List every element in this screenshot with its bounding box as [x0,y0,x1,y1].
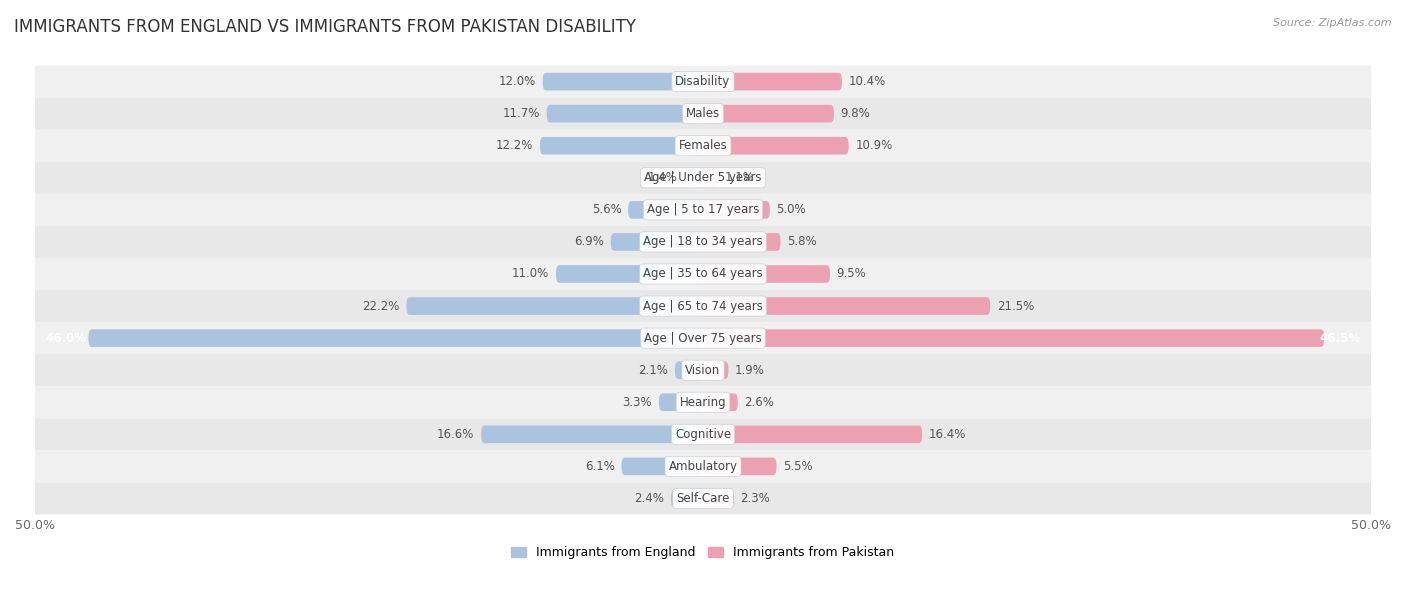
Text: IMMIGRANTS FROM ENGLAND VS IMMIGRANTS FROM PAKISTAN DISABILITY: IMMIGRANTS FROM ENGLAND VS IMMIGRANTS FR… [14,18,636,36]
Text: Females: Females [679,140,727,152]
FancyBboxPatch shape [35,354,1371,386]
Text: 11.7%: 11.7% [502,107,540,120]
FancyBboxPatch shape [35,322,1371,354]
FancyBboxPatch shape [89,329,703,347]
FancyBboxPatch shape [703,394,738,411]
Text: 6.1%: 6.1% [585,460,614,473]
Text: Age | 35 to 64 years: Age | 35 to 64 years [643,267,763,280]
Text: Age | Over 75 years: Age | Over 75 years [644,332,762,345]
FancyBboxPatch shape [35,162,1371,194]
FancyBboxPatch shape [540,137,703,155]
Text: 16.4%: 16.4% [929,428,966,441]
FancyBboxPatch shape [35,130,1371,162]
FancyBboxPatch shape [703,329,1324,347]
FancyBboxPatch shape [675,361,703,379]
FancyBboxPatch shape [671,490,703,507]
FancyBboxPatch shape [703,105,834,122]
FancyBboxPatch shape [35,226,1371,258]
Text: Age | 65 to 74 years: Age | 65 to 74 years [643,299,763,313]
FancyBboxPatch shape [628,201,703,218]
Text: Disability: Disability [675,75,731,88]
FancyBboxPatch shape [621,458,703,475]
Text: Hearing: Hearing [679,396,727,409]
FancyBboxPatch shape [703,73,842,91]
FancyBboxPatch shape [481,425,703,443]
Text: 46.0%: 46.0% [45,332,87,345]
FancyBboxPatch shape [703,169,717,187]
FancyBboxPatch shape [547,105,703,122]
FancyBboxPatch shape [703,201,770,218]
Text: Males: Males [686,107,720,120]
Text: Age | 18 to 34 years: Age | 18 to 34 years [643,236,763,248]
Text: 21.5%: 21.5% [997,299,1035,313]
FancyBboxPatch shape [35,418,1371,450]
FancyBboxPatch shape [35,450,1371,482]
Text: 5.0%: 5.0% [776,203,806,217]
FancyBboxPatch shape [543,73,703,91]
FancyBboxPatch shape [35,98,1371,130]
Text: 9.8%: 9.8% [841,107,870,120]
Text: 10.9%: 10.9% [855,140,893,152]
FancyBboxPatch shape [35,290,1371,322]
FancyBboxPatch shape [35,65,1371,98]
Text: Source: ZipAtlas.com: Source: ZipAtlas.com [1274,18,1392,28]
FancyBboxPatch shape [35,482,1371,515]
FancyBboxPatch shape [703,458,776,475]
Text: 2.6%: 2.6% [744,396,775,409]
FancyBboxPatch shape [685,169,703,187]
FancyBboxPatch shape [703,425,922,443]
Text: 5.5%: 5.5% [783,460,813,473]
Text: Ambulatory: Ambulatory [668,460,738,473]
FancyBboxPatch shape [35,258,1371,290]
FancyBboxPatch shape [35,386,1371,418]
FancyBboxPatch shape [703,361,728,379]
FancyBboxPatch shape [703,490,734,507]
FancyBboxPatch shape [703,137,849,155]
Text: Vision: Vision [685,364,721,377]
Text: 2.1%: 2.1% [638,364,668,377]
FancyBboxPatch shape [703,265,830,283]
Text: 1.4%: 1.4% [648,171,678,184]
FancyBboxPatch shape [406,297,703,315]
FancyBboxPatch shape [703,233,780,251]
Text: 16.6%: 16.6% [437,428,475,441]
Text: Age | 5 to 17 years: Age | 5 to 17 years [647,203,759,217]
FancyBboxPatch shape [703,297,990,315]
Text: Cognitive: Cognitive [675,428,731,441]
Text: 1.1%: 1.1% [724,171,754,184]
Text: 22.2%: 22.2% [363,299,399,313]
Text: 2.3%: 2.3% [741,492,770,505]
Legend: Immigrants from England, Immigrants from Pakistan: Immigrants from England, Immigrants from… [506,541,900,564]
Text: 5.6%: 5.6% [592,203,621,217]
Text: 6.9%: 6.9% [574,236,605,248]
FancyBboxPatch shape [610,233,703,251]
Text: 11.0%: 11.0% [512,267,550,280]
Text: Self-Care: Self-Care [676,492,730,505]
Text: Age | Under 5 years: Age | Under 5 years [644,171,762,184]
FancyBboxPatch shape [35,194,1371,226]
Text: 2.4%: 2.4% [634,492,664,505]
Text: 46.5%: 46.5% [1319,332,1361,345]
FancyBboxPatch shape [555,265,703,283]
Text: 9.5%: 9.5% [837,267,866,280]
Text: 12.2%: 12.2% [496,140,533,152]
Text: 10.4%: 10.4% [849,75,886,88]
Text: 1.9%: 1.9% [735,364,765,377]
Text: 3.3%: 3.3% [623,396,652,409]
Text: 12.0%: 12.0% [499,75,536,88]
FancyBboxPatch shape [659,394,703,411]
Text: 5.8%: 5.8% [787,236,817,248]
